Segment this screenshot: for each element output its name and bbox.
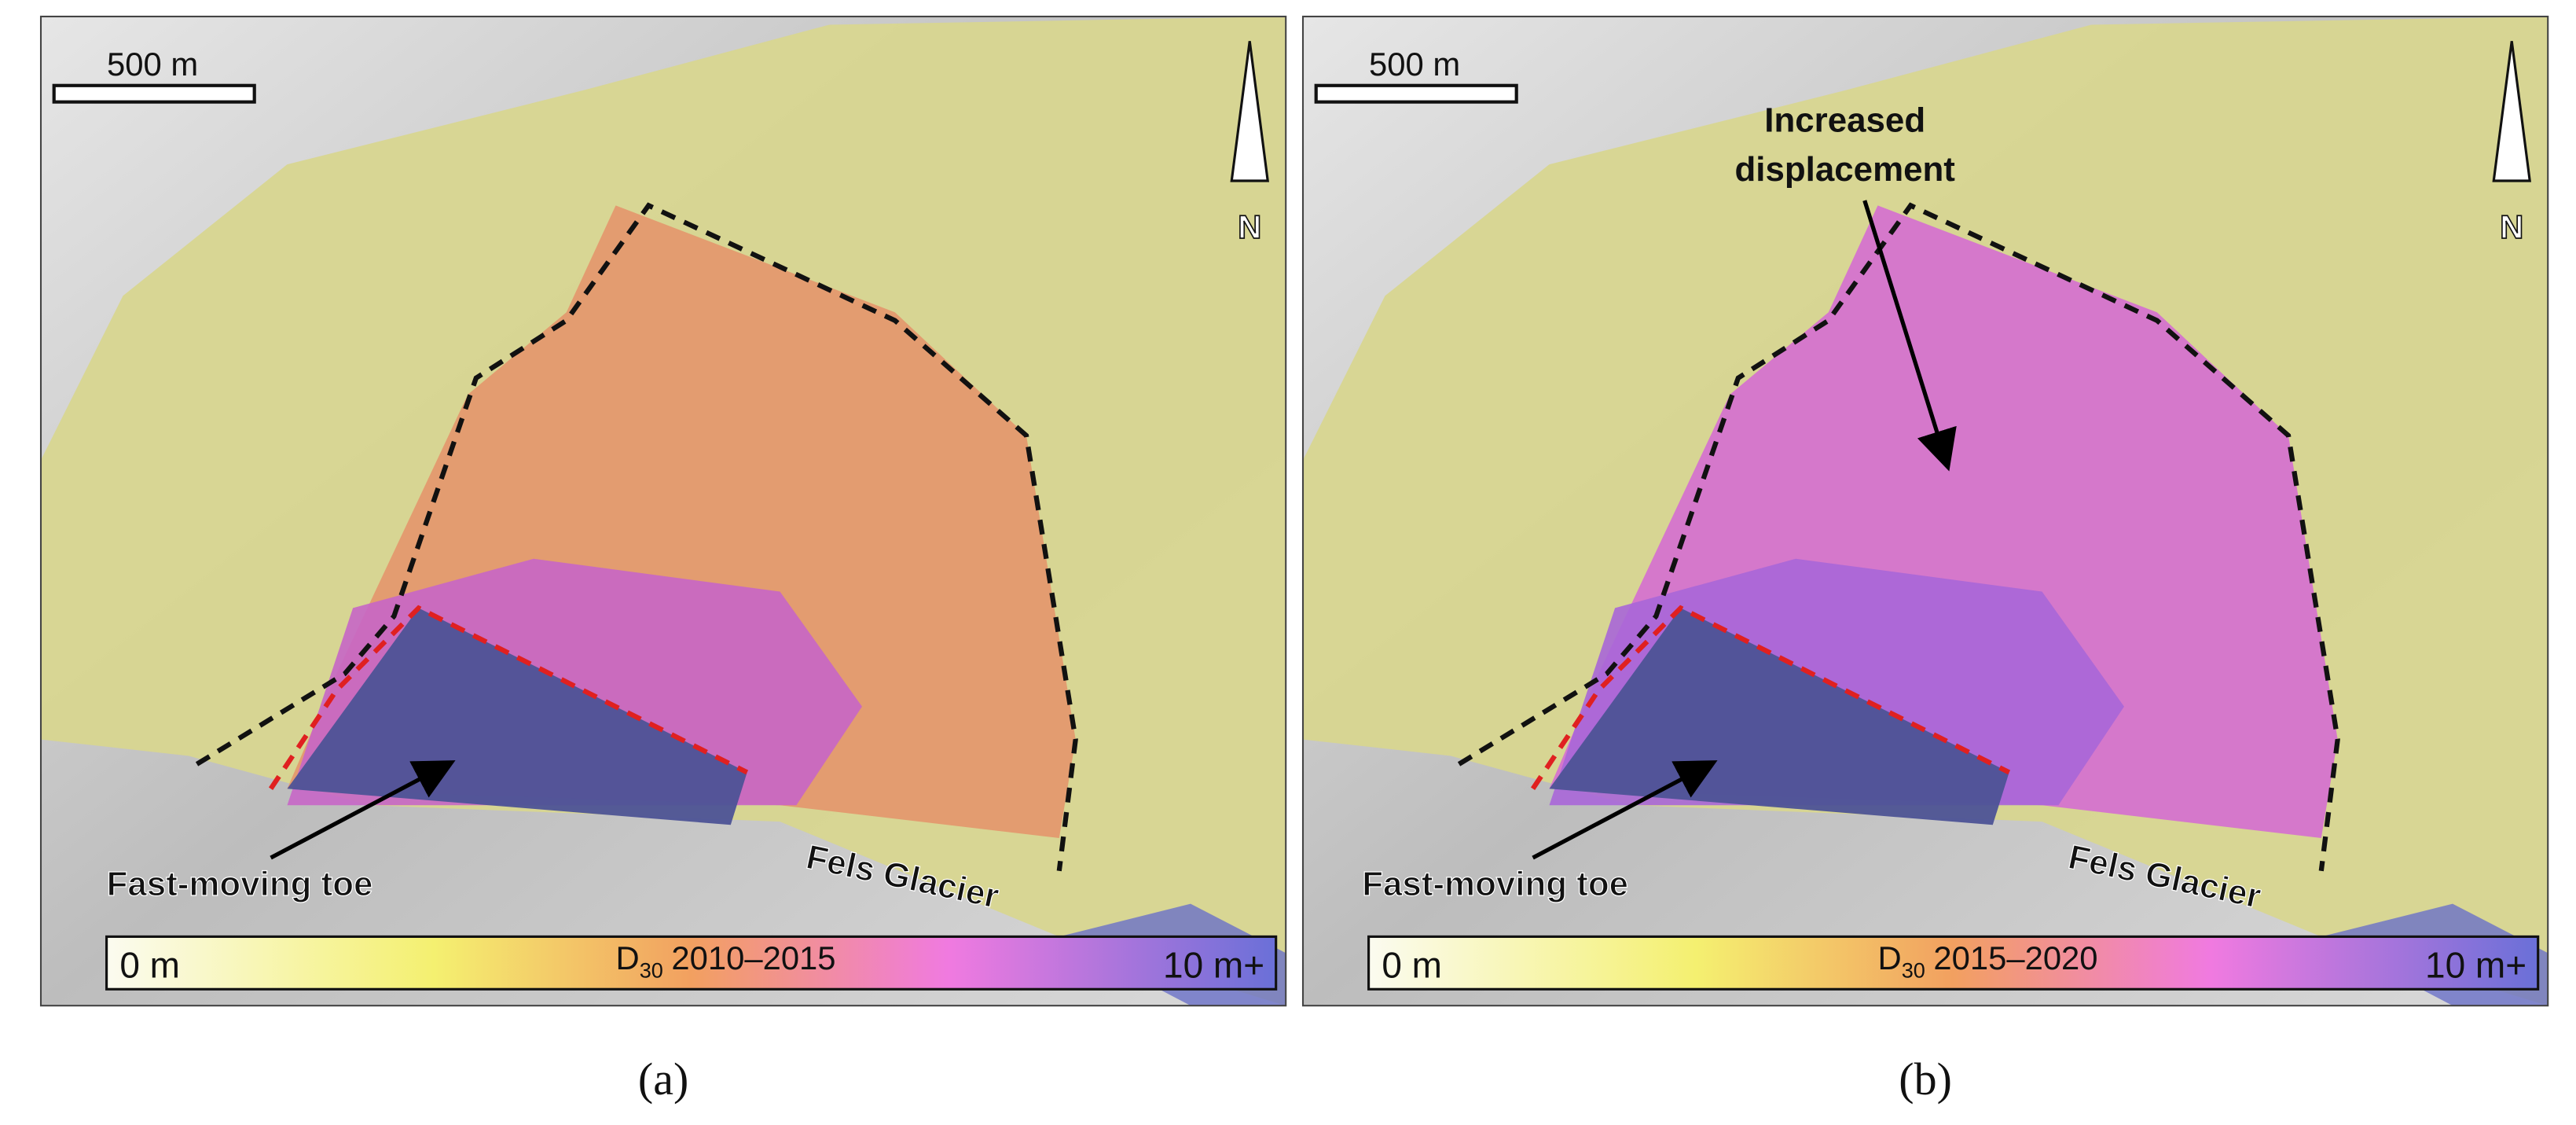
scale-bar (52, 83, 256, 104)
landslide-outline (195, 202, 1078, 872)
toe-outline (268, 605, 749, 791)
colorbar (1367, 935, 2540, 991)
colorbar-title: D30 2015–2020 (1878, 939, 2098, 982)
map-frame (1301, 15, 2549, 1007)
colorbar-symbol: D (1878, 939, 1902, 976)
north-label: N (2500, 208, 2523, 245)
annotation-label: Increased (1764, 101, 1925, 139)
map-panel: 500 m N Increased displacement Fast-moving t… (1301, 15, 2549, 1007)
annotation-label: Fast-moving toe (107, 865, 373, 903)
panel-caption: (b) (1899, 1053, 1952, 1105)
panel-caption: (a) (638, 1053, 688, 1105)
colorbar-period: 2010–2015 (671, 939, 835, 976)
annotation-arrow (1532, 760, 1718, 860)
toe-zone (287, 608, 747, 825)
colorbar-min-label: 0 m (119, 945, 180, 986)
map-layers (41, 17, 1286, 1006)
annotation-arrow (1862, 200, 1957, 472)
map-layers (1303, 17, 2548, 1006)
colorbar (105, 935, 1278, 991)
colorbar-max-label: 10 m+ (2425, 945, 2526, 986)
colorbar-min-label: 0 m (1382, 945, 1442, 986)
north-arrow (2492, 41, 2532, 182)
annotation-arrow (270, 760, 456, 860)
annotation-label: displacement (1734, 150, 1955, 189)
colorbar-symbol: D (616, 939, 640, 976)
colorbar-subscript: 30 (640, 958, 663, 983)
toe-zone (1549, 608, 2009, 825)
landslide-outline (1457, 202, 2340, 872)
colorbar-max-label: 10 m+ (1163, 945, 1264, 986)
colorbar-subscript: 30 (1902, 958, 1925, 983)
map-frame (39, 15, 1287, 1007)
scale-bar-label: 500 m (107, 46, 198, 83)
scale-bar (1314, 83, 1518, 104)
scale-bar-label: 500 m (1369, 46, 1460, 83)
north-arrow (1230, 41, 1270, 182)
annotation-label: Fast-moving toe (1362, 865, 1628, 903)
colorbar-title: D30 2010–2015 (616, 939, 836, 982)
north-label: N (1238, 208, 1261, 245)
colorbar-period: 2015–2020 (1933, 939, 2097, 976)
toe-outline (1530, 605, 2011, 791)
